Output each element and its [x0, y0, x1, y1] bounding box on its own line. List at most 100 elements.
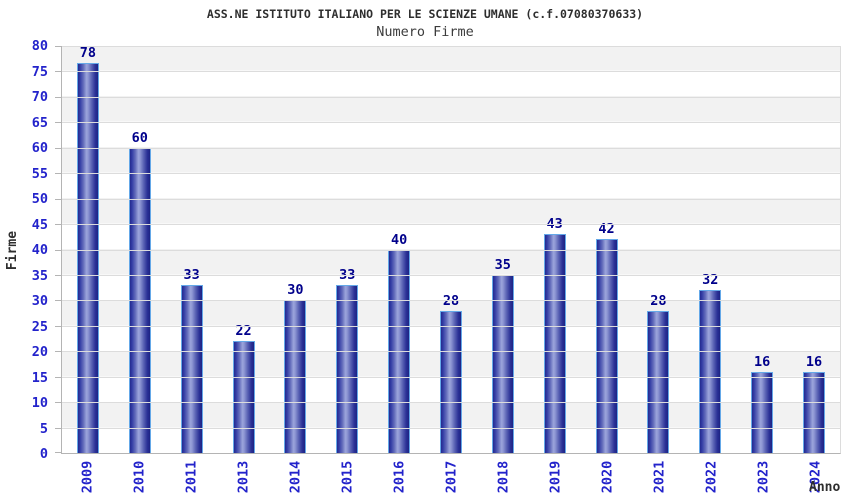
- gridline: [62, 147, 840, 149]
- x-axis-title: Anno: [809, 480, 841, 495]
- y-tick-label: 75: [31, 63, 48, 80]
- y-tick-mark: [55, 452, 61, 453]
- y-tick-label: 35: [31, 267, 48, 284]
- x-tick-cell: 2021: [633, 455, 685, 499]
- x-tick-cell: 2009: [61, 455, 113, 499]
- y-tick-mark: [55, 147, 61, 149]
- x-tick-label: 2016: [390, 460, 407, 494]
- y-tick-label: 70: [31, 89, 48, 105]
- y-tick-mark: [55, 351, 61, 353]
- y-tick-label: 60: [31, 140, 48, 156]
- chart-title: ASS.NE ISTITUTO ITALIANO PER LE SCIENZE …: [206, 7, 644, 21]
- bar-value-label: 30: [287, 282, 304, 299]
- x-tick-label: 2015: [338, 460, 355, 494]
- x-tick-label: 2017: [442, 460, 459, 494]
- gridline: [62, 96, 840, 98]
- x-tick-cell: 2010: [113, 455, 165, 499]
- gridline: [62, 224, 840, 226]
- bar-value-label: 16: [753, 353, 771, 370]
- y-tick-label: 50: [31, 191, 48, 207]
- y-tick-mark: [55, 71, 61, 73]
- gridline: [62, 274, 840, 276]
- bar: [802, 371, 825, 453]
- bar-value-label: 40: [390, 231, 408, 248]
- x-tick-cell: 2014: [269, 455, 321, 499]
- y-tick-label: 5: [39, 420, 48, 437]
- gridline: [62, 376, 840, 378]
- gridline: [62, 300, 840, 302]
- bar-value-label: 35: [494, 256, 511, 273]
- bar: [647, 310, 670, 453]
- gridline: [62, 325, 840, 327]
- x-tick-label: 2014: [286, 460, 303, 494]
- bar: [439, 310, 462, 453]
- gridline: [62, 122, 840, 124]
- x-tick-label: 2021: [650, 460, 667, 494]
- y-tick-mark: [55, 274, 61, 276]
- x-tick-label: 2022: [702, 460, 719, 494]
- x-tick-cell: 2019: [529, 455, 581, 499]
- bar-value-label: 16: [805, 353, 823, 370]
- x-tick-cell: 2017: [425, 455, 477, 499]
- y-tick-label: 0: [39, 446, 48, 462]
- x-tick-label: 2023: [754, 460, 771, 494]
- bar-slot: 33: [166, 46, 218, 453]
- bar: [180, 285, 203, 453]
- y-tick-label: 25: [31, 318, 48, 335]
- y-tick-mark: [55, 198, 61, 200]
- gridline: [62, 71, 840, 73]
- y-tick-mark: [55, 376, 61, 378]
- bar: [232, 341, 255, 453]
- gridline: [62, 173, 840, 175]
- bar: [336, 285, 359, 453]
- bar-slot: 35: [477, 46, 529, 453]
- bar: [751, 371, 774, 453]
- y-tick-mark: [55, 300, 61, 302]
- gridline: [62, 351, 840, 353]
- y-tick-label: 80: [31, 38, 48, 54]
- y-axis: 0 5 10 15 20 25 30 35 40 45 50 55 60 65 70 75 80: [0, 39, 48, 461]
- chart-subtitle: Numero Firme: [376, 24, 474, 40]
- y-tick-label: 30: [31, 293, 48, 309]
- y-tick-label: 45: [31, 216, 48, 233]
- x-tick-cell: 2016: [373, 455, 425, 499]
- bar-slot: 16: [788, 46, 840, 453]
- bar-slot: 32: [684, 46, 736, 453]
- x-tick-cell: 2013: [217, 455, 269, 499]
- bar-value-label: 22: [235, 323, 252, 340]
- y-tick-mark: [55, 427, 61, 429]
- bar-value-label: 60: [131, 129, 148, 146]
- x-tick-label: 2011: [182, 460, 199, 494]
- y-tick-mark: [55, 173, 61, 175]
- bar-slot: 78: [62, 46, 114, 453]
- gridline: [62, 427, 840, 429]
- bar-value-label: 42: [598, 221, 615, 238]
- bar-value-label: 78: [79, 45, 97, 61]
- x-tick-cell: 2015: [321, 455, 373, 499]
- bar-slot: 16: [736, 46, 788, 453]
- x-tick-cell: 2023: [737, 455, 789, 499]
- y-tick-mark: [55, 224, 61, 226]
- y-tick-mark: [55, 46, 61, 47]
- x-tick-label: 2009: [78, 460, 95, 494]
- x-tick-label: 2010: [130, 460, 147, 494]
- x-tick-label: 2013: [234, 460, 251, 494]
- plot-area: 78 60 33 22 30 33 40 28 35 43 42 28 32 16 16: [55, 46, 841, 454]
- bar: [543, 234, 566, 453]
- x-tick-label: 2019: [546, 460, 563, 494]
- x-tick-label: 2018: [494, 460, 511, 494]
- gridline: [62, 249, 840, 251]
- bar: [76, 63, 99, 453]
- y-tick-label: 15: [31, 369, 48, 386]
- gridline: [62, 402, 840, 404]
- x-tick-cell: 2020: [581, 455, 633, 499]
- y-tick-label: 10: [31, 395, 48, 411]
- bar: [699, 290, 722, 453]
- bar-value-label: 32: [702, 272, 719, 289]
- gridline: [62, 198, 840, 200]
- x-axis-labels: 2009 2010 2011 2013 2014 2015 2016 2017 2018 2019…: [61, 455, 841, 499]
- bar: [595, 239, 618, 453]
- y-tick-mark: [55, 96, 61, 98]
- bar-slot: 42: [581, 46, 633, 453]
